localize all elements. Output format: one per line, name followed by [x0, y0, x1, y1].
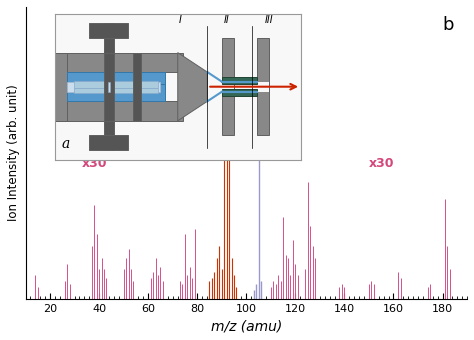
Text: II: II	[224, 15, 230, 26]
Bar	[256, 82, 269, 91]
Polygon shape	[178, 53, 207, 121]
Bar	[67, 72, 165, 89]
X-axis label: m/z (amu): m/z (amu)	[210, 319, 282, 333]
Text: x10: x10	[192, 119, 218, 132]
Bar	[222, 38, 235, 135]
Bar	[133, 53, 141, 121]
Bar	[55, 53, 182, 72]
Bar	[108, 82, 110, 91]
Bar	[89, 135, 128, 150]
Bar	[104, 48, 114, 126]
Bar	[55, 101, 182, 121]
Bar	[67, 82, 161, 91]
Bar	[104, 23, 114, 53]
Bar	[222, 77, 256, 84]
Y-axis label: Ion Intensity (arb. unit): Ion Intensity (arb. unit)	[7, 84, 20, 221]
Text: x30: x30	[368, 157, 394, 170]
Bar	[89, 23, 128, 38]
Text: a: a	[62, 137, 70, 151]
Bar	[222, 89, 256, 97]
Bar	[74, 81, 158, 88]
Bar	[55, 53, 67, 121]
Bar	[104, 121, 114, 150]
Text: I: I	[179, 15, 182, 26]
Bar	[67, 84, 165, 101]
Text: b: b	[442, 16, 454, 34]
Bar	[222, 82, 235, 91]
Text: x30: x30	[82, 157, 107, 170]
Bar	[74, 88, 158, 93]
Text: III: III	[264, 15, 273, 26]
Bar	[256, 38, 269, 135]
